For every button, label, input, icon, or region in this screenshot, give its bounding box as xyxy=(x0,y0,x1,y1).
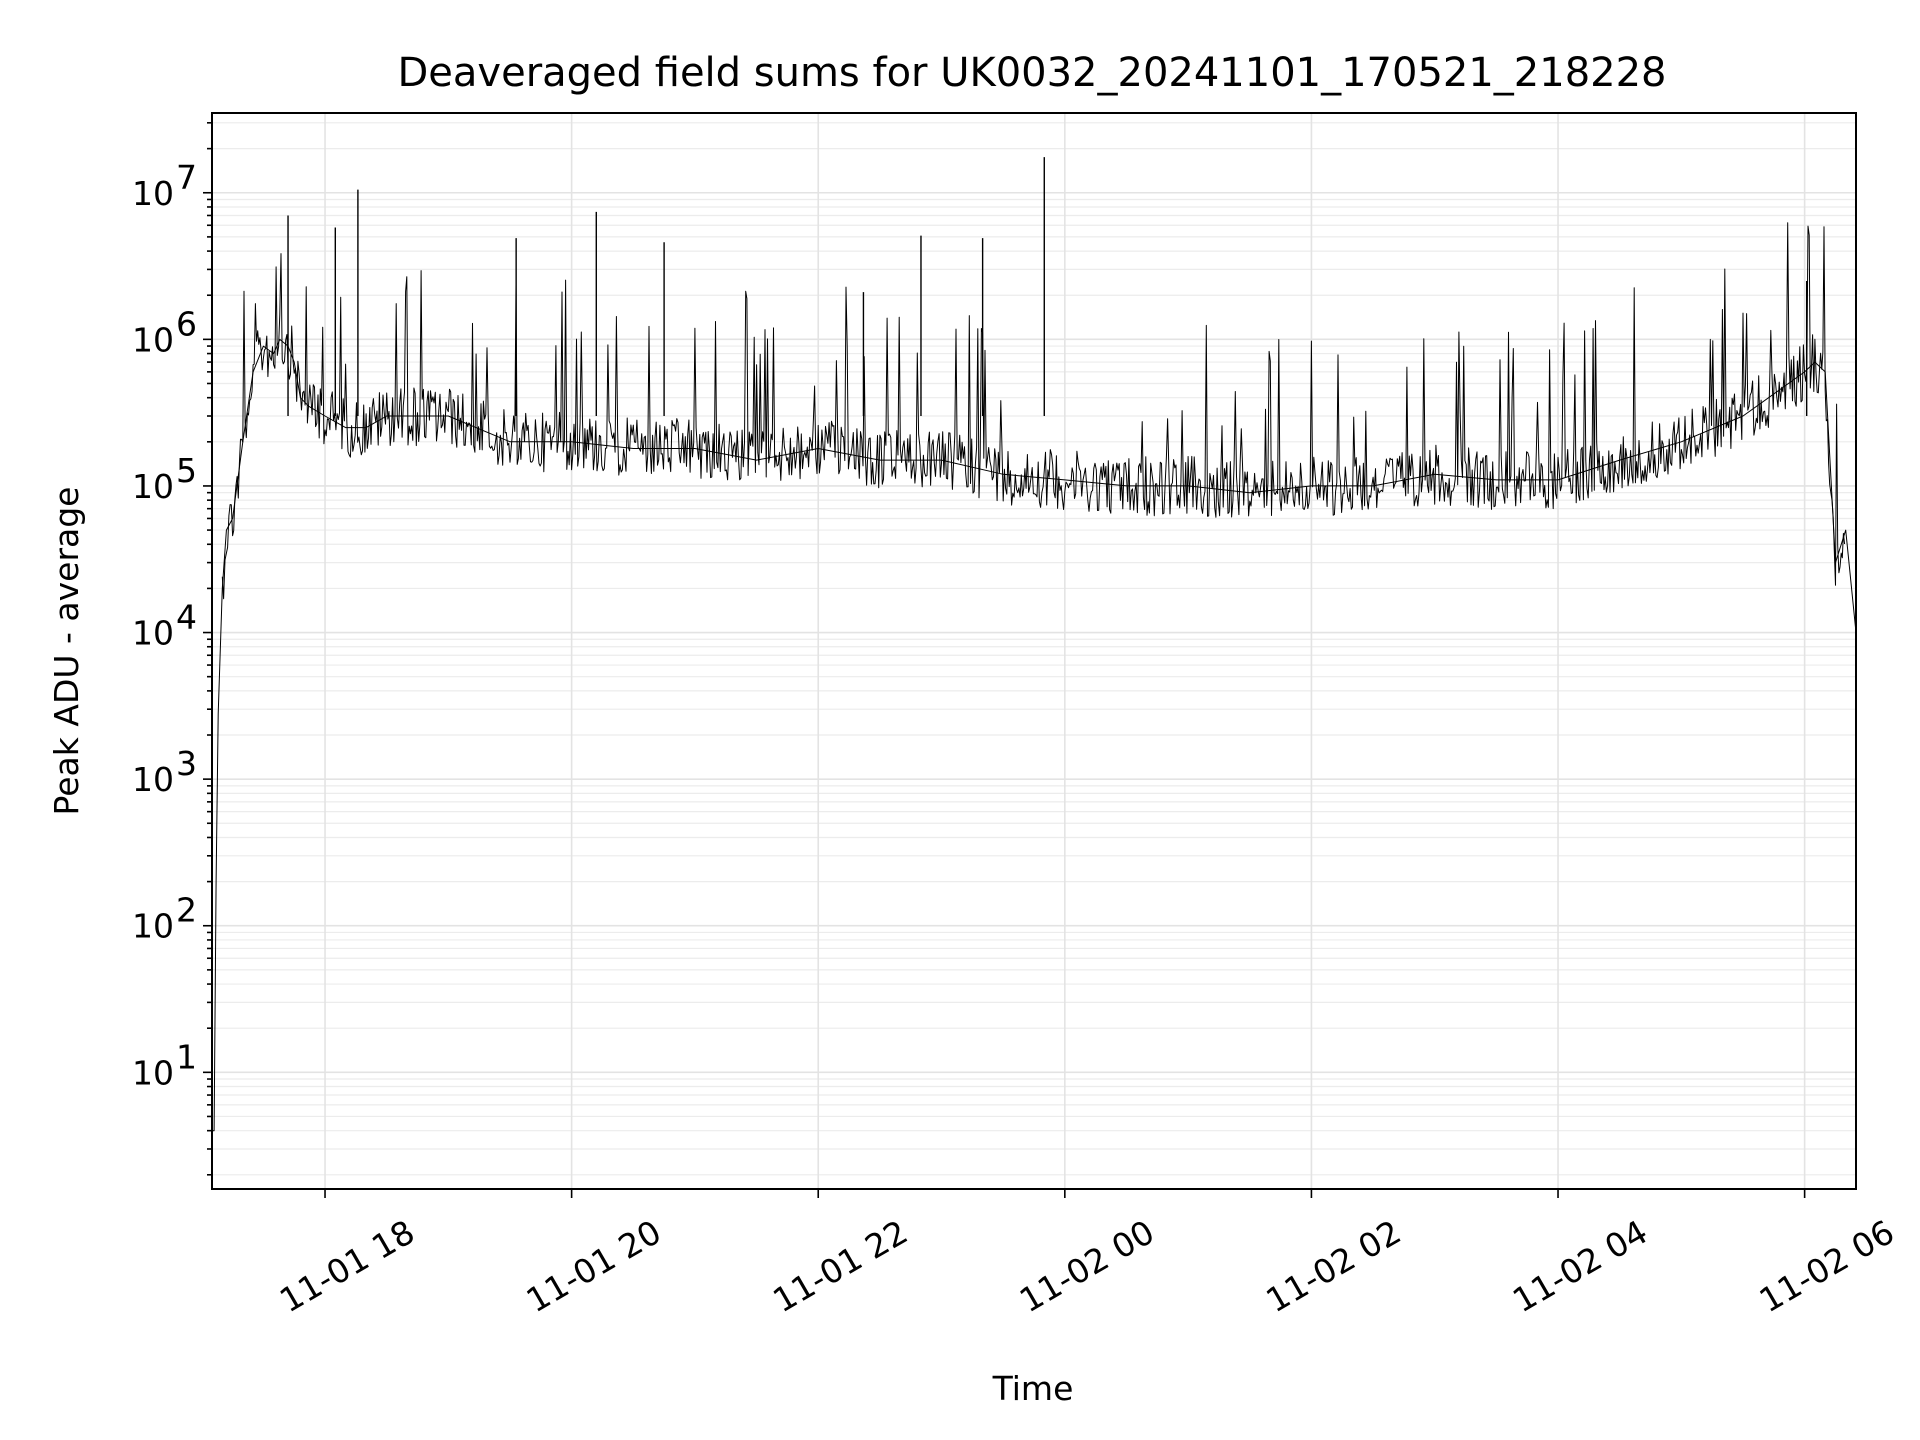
chart-title: Deaveraged field sums for UK0032_2024110… xyxy=(397,50,1666,96)
y-tick-label: 10 xyxy=(132,614,174,653)
y-tick-label: 10 xyxy=(132,760,174,799)
x-axis-label: Time xyxy=(992,1369,1074,1408)
y-tick-label-exponent: 1 xyxy=(176,1037,197,1076)
y-tick-label: 10 xyxy=(132,1053,174,1092)
y-tick-label-exponent: 5 xyxy=(176,451,197,490)
y-tick-label: 10 xyxy=(132,467,174,506)
y-tick-label-exponent: 3 xyxy=(176,744,197,783)
y-tick-label: 10 xyxy=(132,907,174,946)
y-tick-label-exponent: 4 xyxy=(176,598,197,637)
series-noise xyxy=(221,222,1846,600)
y-axis-label: Peak ADU - average xyxy=(47,487,86,816)
y-tick-label: 10 xyxy=(132,174,174,213)
series-group xyxy=(212,157,1857,1132)
y-tick-label-exponent: 2 xyxy=(176,891,197,930)
plot-frame xyxy=(211,112,1857,1190)
y-tick-label-exponent: 7 xyxy=(176,158,197,197)
grid xyxy=(212,113,1856,1189)
y-tick-label-exponent: 6 xyxy=(176,304,197,343)
y-tick-label: 10 xyxy=(132,320,174,359)
